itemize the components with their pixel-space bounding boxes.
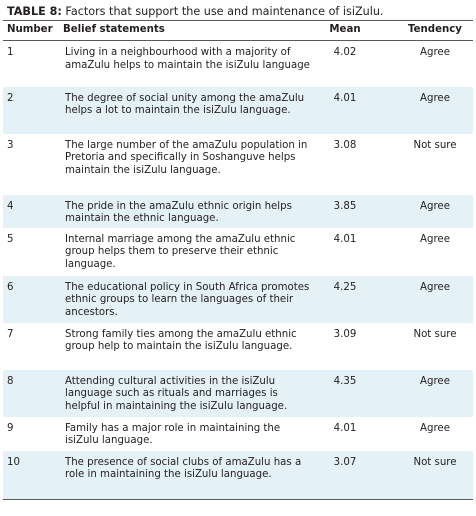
cell-tendency: Not sure xyxy=(413,139,457,151)
cell-tendency: Not sure xyxy=(413,456,457,468)
cell-tendency: Not sure xyxy=(413,328,457,340)
header-mean: Mean xyxy=(329,24,361,36)
cell-number: 3 xyxy=(7,139,14,151)
table-header-row: Number Belief statements Mean Tendency xyxy=(3,20,473,41)
cell-mean: 4.01 xyxy=(333,92,357,104)
cell-number: 1 xyxy=(7,47,14,58)
table-row: 2 The degree of social unity among the a… xyxy=(3,86,473,134)
table-row: 10 The presence of social clubs of amaZu… xyxy=(3,450,473,500)
cell-number: 4 xyxy=(7,200,14,212)
header-number: Number xyxy=(7,24,53,36)
table-container: TABLE 8: Factors that support the use an… xyxy=(3,0,473,500)
cell-mean: 4.01 xyxy=(333,422,357,434)
cell-tendency: Agree xyxy=(420,47,450,58)
cell-number: 5 xyxy=(7,233,14,245)
cell-mean: 4.25 xyxy=(333,281,357,293)
cell-tendency: Agree xyxy=(420,281,450,293)
cell-number: 6 xyxy=(7,281,14,293)
cell-statement: The presence of social clubs of amaZulu … xyxy=(65,456,302,481)
cell-statement: The pride in the amaZulu ethnic origin h… xyxy=(65,200,292,225)
belief-statements-table: Number Belief statements Mean Tendency 1… xyxy=(3,20,473,500)
caption-text: Factors that support the use and mainten… xyxy=(61,5,384,18)
table-row: 8 Attending cultural activities in the i… xyxy=(3,369,473,417)
table-row: 3 The large number of the amaZulu popula… xyxy=(3,134,473,195)
cell-tendency: Agree xyxy=(420,422,450,434)
cell-mean: 4.35 xyxy=(333,375,357,387)
cell-mean: 4.02 xyxy=(333,47,357,58)
table-row: 9 Family has a major role in maintaining… xyxy=(3,417,473,451)
table-row: 7 Strong family ties among the amaZulu e… xyxy=(3,323,473,370)
cell-number: 9 xyxy=(7,422,14,434)
cell-statement: The large number of the amaZulu populati… xyxy=(65,139,308,176)
table-row: 1 Living in a neighbourhood with a major… xyxy=(3,41,473,87)
cell-mean: 3.08 xyxy=(333,139,357,151)
cell-tendency: Agree xyxy=(420,233,450,245)
table-caption: TABLE 8: Factors that support the use an… xyxy=(3,4,473,20)
cell-statement: Internal marriage among the amaZulu ethn… xyxy=(65,233,296,270)
caption-label: TABLE 8: xyxy=(7,5,62,18)
header-statement: Belief statements xyxy=(63,24,165,36)
cell-tendency: Agree xyxy=(420,92,450,104)
cell-mean: 3.85 xyxy=(333,200,357,212)
table-row: 6 The educational policy in South Africa… xyxy=(3,275,473,323)
table-row: 5 Internal marriage among the amaZulu et… xyxy=(3,228,473,276)
cell-mean: 4.01 xyxy=(333,233,357,245)
cell-statement: Living in a neighbourhood with a majorit… xyxy=(65,47,310,71)
cell-statement: The degree of social unity among the ama… xyxy=(65,92,305,117)
cell-tendency: Agree xyxy=(420,200,450,212)
header-tendency: Tendency xyxy=(408,24,462,36)
cell-statement: Strong family ties among the amaZulu eth… xyxy=(65,328,297,353)
cell-mean: 3.09 xyxy=(333,328,357,340)
cell-mean: 3.07 xyxy=(333,456,357,468)
cell-number: 7 xyxy=(7,328,14,340)
cell-number: 2 xyxy=(7,92,14,104)
cell-number: 10 xyxy=(7,456,20,468)
cell-tendency: Agree xyxy=(420,375,450,387)
cell-statement: Attending cultural activities in the isi… xyxy=(65,375,288,412)
cell-number: 8 xyxy=(7,375,14,387)
cell-statement: The educational policy in South Africa p… xyxy=(65,281,310,318)
cell-statement: Family has a major role in maintaining t… xyxy=(65,422,281,447)
table-row: 4 The pride in the amaZulu ethnic origin… xyxy=(3,194,473,228)
